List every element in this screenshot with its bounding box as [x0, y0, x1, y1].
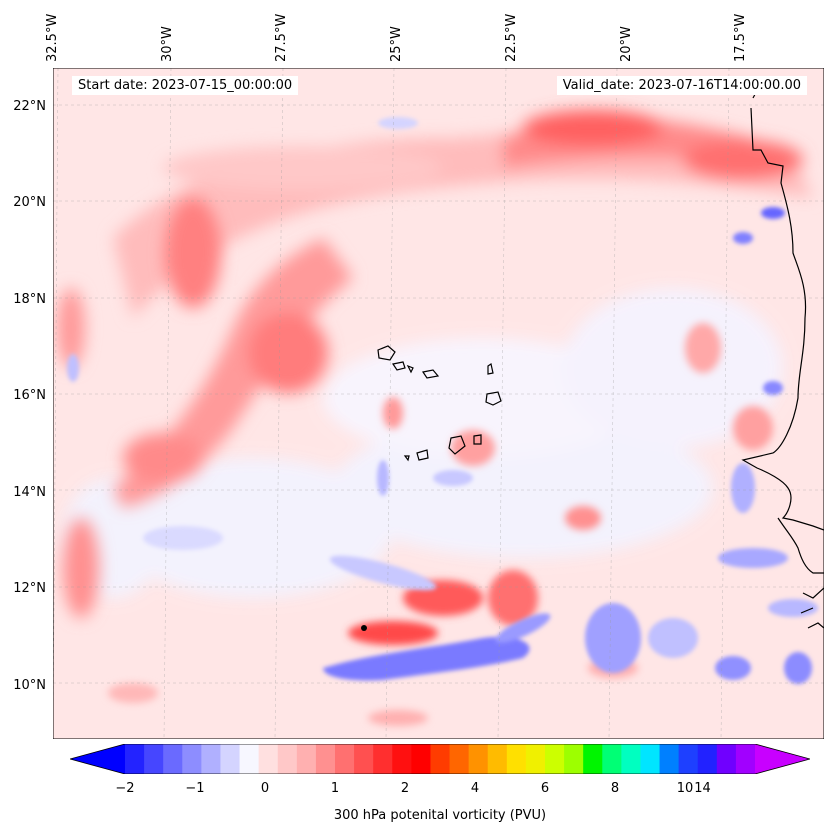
colorbar-segment [430, 744, 451, 774]
colorbar-segment [239, 744, 260, 774]
gridlines [53, 68, 824, 739]
lon-tick-label: 32.5°W [45, 13, 60, 62]
colorbar-segment [640, 744, 661, 774]
colorbar-segment [258, 744, 279, 774]
colorbar [70, 744, 810, 774]
colorbar-segment [621, 744, 641, 774]
colorbar-segment [545, 744, 565, 774]
colorbar-segment [411, 744, 431, 774]
colorbar-segment [678, 744, 699, 774]
colorbar-extend-min [70, 744, 125, 774]
colorbar-segment [449, 744, 470, 774]
lat-tick-label: 18°N [13, 291, 46, 307]
colorbar-segment [182, 744, 202, 774]
colorbar-segment [163, 744, 183, 774]
western-pv-band [57, 198, 353, 618]
lat-tick-label: 16°N [13, 388, 46, 404]
lon-tick-label: 27.5°W [274, 13, 290, 62]
colorbar-segment [602, 744, 622, 774]
negative-pv [67, 117, 818, 684]
colorbar-tick-label: 10 [676, 781, 694, 796]
lon-tick-label: 22.5°W [503, 13, 519, 62]
lon-tick-label: 20°W [618, 26, 634, 62]
colorbar-segment [315, 744, 336, 774]
lat-tick-label: 12°N [13, 581, 46, 597]
colorbar-tick-label: −2 [115, 781, 135, 796]
pv-map [53, 68, 824, 739]
colorbar-tick-label: 6 [540, 781, 550, 796]
colorbar-segment [296, 744, 317, 774]
colorbar-segment [277, 744, 298, 774]
colorbar-segment [697, 744, 718, 774]
lon-tick-label: 17.5°W [733, 13, 749, 62]
colorbar-tick-label: 2 [400, 781, 410, 796]
colorbar-segment [373, 744, 393, 774]
lat-tick-label: 22°N [13, 98, 46, 114]
colorbar-segment [564, 744, 584, 774]
colorbar-segment [659, 744, 680, 774]
colorbar-tick-label: 4 [470, 781, 480, 796]
colorbar-segment [583, 744, 603, 774]
colorbar-segment [468, 744, 489, 774]
colorbar-segment [716, 744, 737, 774]
colorbar-segment [201, 744, 221, 774]
lon-tick-label: 25°W [389, 26, 405, 62]
colorbar-label: 300 hPa potenital vorticity (PVU) [333, 808, 547, 823]
colorbar-segment [735, 744, 756, 774]
lat-tick-label: 14°N [13, 484, 46, 500]
colorbar-tick-label: −1 [185, 781, 205, 796]
colorbar-segment [220, 744, 241, 774]
start-date-label: Start date: 2023-07-15_00:00:00 [72, 76, 299, 95]
colorbar-tick-label: 8 [610, 781, 620, 796]
northern-pv-arc [113, 110, 813, 318]
colorbar-segment [487, 744, 508, 774]
valid-date-label: Valid_date: 2023-07-16T14:00:00.00 [556, 76, 807, 95]
colorbar-segment [506, 744, 527, 774]
colorbar-segment [335, 744, 355, 774]
neutral-patches [63, 288, 783, 598]
colorbar-segment [144, 744, 164, 774]
pv-maximum [361, 625, 367, 631]
lon-tick-label: 30°W [159, 26, 175, 62]
lat-tick-label: 20°N [13, 195, 46, 211]
colorbar-segment [392, 744, 412, 774]
colorbar-segment [525, 744, 546, 774]
lat-tick-label: 10°N [13, 677, 46, 693]
colorbar-tick-label: 0 [260, 781, 270, 796]
colorbar-segment [125, 744, 145, 774]
colorbar-tick-label: 1 [330, 781, 340, 796]
colorbar-segment [354, 744, 374, 774]
colorbar-extend-max [755, 744, 810, 774]
colorbar-tick-label: 14 [694, 781, 711, 796]
